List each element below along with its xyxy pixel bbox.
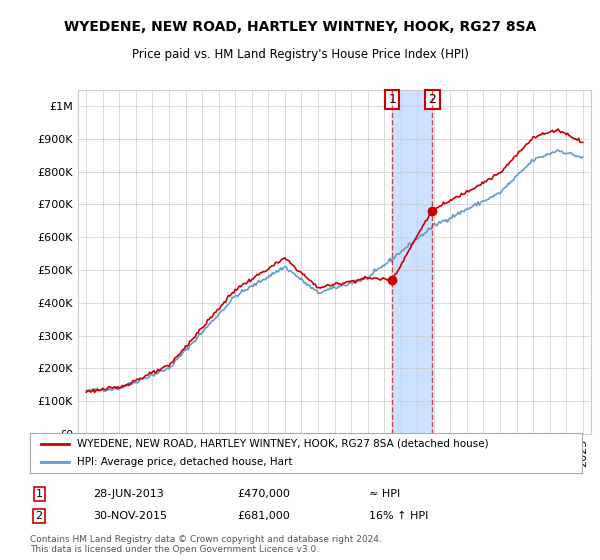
Text: £470,000: £470,000 xyxy=(237,489,290,499)
Text: This data is licensed under the Open Government Licence v3.0.: This data is licensed under the Open Gov… xyxy=(30,545,319,554)
Text: 2: 2 xyxy=(428,93,436,106)
Text: Price paid vs. HM Land Registry's House Price Index (HPI): Price paid vs. HM Land Registry's House … xyxy=(131,48,469,60)
Text: ≈ HPI: ≈ HPI xyxy=(369,489,400,499)
Text: 16% ↑ HPI: 16% ↑ HPI xyxy=(369,511,428,521)
Text: WYEDENE, NEW ROAD, HARTLEY WINTNEY, HOOK, RG27 8SA: WYEDENE, NEW ROAD, HARTLEY WINTNEY, HOOK… xyxy=(64,20,536,34)
Text: 1: 1 xyxy=(35,489,43,499)
Text: WYEDENE, NEW ROAD, HARTLEY WINTNEY, HOOK, RG27 8SA (detached house): WYEDENE, NEW ROAD, HARTLEY WINTNEY, HOOK… xyxy=(77,439,488,449)
Text: 28-JUN-2013: 28-JUN-2013 xyxy=(93,489,164,499)
Text: HPI: Average price, detached house, Hart: HPI: Average price, detached house, Hart xyxy=(77,458,292,467)
Text: 1: 1 xyxy=(388,93,396,106)
Text: Contains HM Land Registry data © Crown copyright and database right 2024.: Contains HM Land Registry data © Crown c… xyxy=(30,535,382,544)
Bar xyxy=(392,90,433,434)
Text: £681,000: £681,000 xyxy=(237,511,290,521)
Text: 2: 2 xyxy=(35,511,43,521)
Text: 30-NOV-2015: 30-NOV-2015 xyxy=(93,511,167,521)
